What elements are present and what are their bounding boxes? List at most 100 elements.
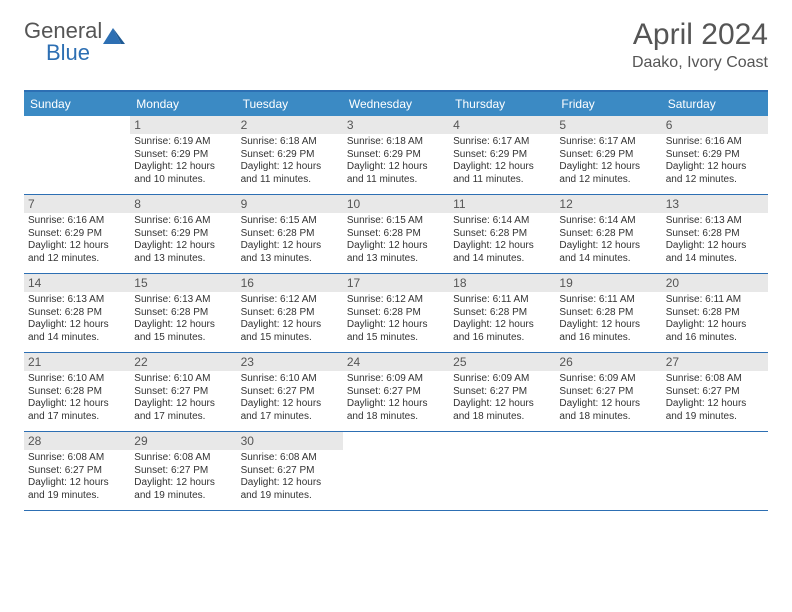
day-cell: 26Sunrise: 6:09 AMSunset: 6:27 PMDayligh… [555, 353, 661, 431]
daylight-text: Daylight: 12 hours and 17 minutes. [28, 398, 126, 423]
day-details: Sunrise: 6:15 AMSunset: 6:28 PMDaylight:… [343, 213, 449, 269]
day-cell [449, 432, 555, 510]
sunrise-text: Sunrise: 6:10 AM [241, 373, 339, 386]
day-number: 22 [130, 353, 236, 371]
sunset-text: Sunset: 6:29 PM [241, 149, 339, 162]
daylight-text: Daylight: 12 hours and 19 minutes. [241, 477, 339, 502]
logo-block: General Blue [24, 18, 125, 66]
daylight-text: Daylight: 12 hours and 18 minutes. [453, 398, 551, 423]
day-number: 8 [130, 195, 236, 213]
sunset-text: Sunset: 6:28 PM [347, 307, 445, 320]
week-row: 1Sunrise: 6:19 AMSunset: 6:29 PMDaylight… [24, 116, 768, 195]
day-number: 6 [662, 116, 768, 134]
day-details: Sunrise: 6:19 AMSunset: 6:29 PMDaylight:… [130, 134, 236, 190]
day-cell: 21Sunrise: 6:10 AMSunset: 6:28 PMDayligh… [24, 353, 130, 431]
day-cell [662, 432, 768, 510]
sunset-text: Sunset: 6:28 PM [28, 307, 126, 320]
daylight-text: Daylight: 12 hours and 13 minutes. [134, 240, 232, 265]
day-details: Sunrise: 6:13 AMSunset: 6:28 PMDaylight:… [24, 292, 130, 348]
day-number: 29 [130, 432, 236, 450]
day-cell: 23Sunrise: 6:10 AMSunset: 6:27 PMDayligh… [237, 353, 343, 431]
day-cell: 2Sunrise: 6:18 AMSunset: 6:29 PMDaylight… [237, 116, 343, 194]
sunrise-text: Sunrise: 6:13 AM [666, 215, 764, 228]
day-details: Sunrise: 6:08 AMSunset: 6:27 PMDaylight:… [237, 450, 343, 506]
daylight-text: Daylight: 12 hours and 14 minutes. [453, 240, 551, 265]
daylight-text: Daylight: 12 hours and 15 minutes. [347, 319, 445, 344]
sunrise-text: Sunrise: 6:16 AM [666, 136, 764, 149]
day-number: 15 [130, 274, 236, 292]
day-number: 9 [237, 195, 343, 213]
day-cell: 12Sunrise: 6:14 AMSunset: 6:28 PMDayligh… [555, 195, 661, 273]
sunset-text: Sunset: 6:29 PM [453, 149, 551, 162]
day-details: Sunrise: 6:18 AMSunset: 6:29 PMDaylight:… [237, 134, 343, 190]
sunset-text: Sunset: 6:27 PM [134, 465, 232, 478]
sunrise-text: Sunrise: 6:08 AM [241, 452, 339, 465]
sunset-text: Sunset: 6:28 PM [453, 228, 551, 241]
sunset-text: Sunset: 6:29 PM [134, 149, 232, 162]
day-details: Sunrise: 6:09 AMSunset: 6:27 PMDaylight:… [449, 371, 555, 427]
day-details: Sunrise: 6:08 AMSunset: 6:27 PMDaylight:… [24, 450, 130, 506]
day-number: 27 [662, 353, 768, 371]
day-cell: 30Sunrise: 6:08 AMSunset: 6:27 PMDayligh… [237, 432, 343, 510]
sunset-text: Sunset: 6:28 PM [241, 307, 339, 320]
sunrise-text: Sunrise: 6:09 AM [453, 373, 551, 386]
day-details: Sunrise: 6:10 AMSunset: 6:28 PMDaylight:… [24, 371, 130, 427]
day-cell: 7Sunrise: 6:16 AMSunset: 6:29 PMDaylight… [24, 195, 130, 273]
sunrise-text: Sunrise: 6:17 AM [453, 136, 551, 149]
day-cell: 9Sunrise: 6:15 AMSunset: 6:28 PMDaylight… [237, 195, 343, 273]
sunset-text: Sunset: 6:27 PM [28, 465, 126, 478]
day-number: 5 [555, 116, 661, 134]
daylight-text: Daylight: 12 hours and 13 minutes. [241, 240, 339, 265]
day-number: 3 [343, 116, 449, 134]
sunrise-text: Sunrise: 6:16 AM [134, 215, 232, 228]
day-number: 14 [24, 274, 130, 292]
day-header-cell: Monday [130, 92, 236, 116]
day-details: Sunrise: 6:09 AMSunset: 6:27 PMDaylight:… [555, 371, 661, 427]
daylight-text: Daylight: 12 hours and 19 minutes. [28, 477, 126, 502]
day-details: Sunrise: 6:12 AMSunset: 6:28 PMDaylight:… [343, 292, 449, 348]
day-number: 16 [237, 274, 343, 292]
day-header-cell: Saturday [662, 92, 768, 116]
day-details: Sunrise: 6:12 AMSunset: 6:28 PMDaylight:… [237, 292, 343, 348]
sunset-text: Sunset: 6:28 PM [666, 307, 764, 320]
sunset-text: Sunset: 6:28 PM [453, 307, 551, 320]
day-number: 26 [555, 353, 661, 371]
day-header-cell: Tuesday [237, 92, 343, 116]
day-header-cell: Wednesday [343, 92, 449, 116]
daylight-text: Daylight: 12 hours and 19 minutes. [134, 477, 232, 502]
day-details: Sunrise: 6:16 AMSunset: 6:29 PMDaylight:… [24, 213, 130, 269]
daylight-text: Daylight: 12 hours and 16 minutes. [559, 319, 657, 344]
day-number: 2 [237, 116, 343, 134]
day-cell: 3Sunrise: 6:18 AMSunset: 6:29 PMDaylight… [343, 116, 449, 194]
day-cell: 17Sunrise: 6:12 AMSunset: 6:28 PMDayligh… [343, 274, 449, 352]
day-cell: 10Sunrise: 6:15 AMSunset: 6:28 PMDayligh… [343, 195, 449, 273]
sunrise-text: Sunrise: 6:08 AM [134, 452, 232, 465]
day-number: 17 [343, 274, 449, 292]
sunrise-text: Sunrise: 6:11 AM [666, 294, 764, 307]
week-row: 14Sunrise: 6:13 AMSunset: 6:28 PMDayligh… [24, 274, 768, 353]
day-cell: 13Sunrise: 6:13 AMSunset: 6:28 PMDayligh… [662, 195, 768, 273]
sunrise-text: Sunrise: 6:15 AM [241, 215, 339, 228]
sunrise-text: Sunrise: 6:16 AM [28, 215, 126, 228]
sunrise-text: Sunrise: 6:14 AM [559, 215, 657, 228]
daylight-text: Daylight: 12 hours and 11 minutes. [347, 161, 445, 186]
day-details: Sunrise: 6:11 AMSunset: 6:28 PMDaylight:… [449, 292, 555, 348]
day-header-cell: Friday [555, 92, 661, 116]
sunrise-text: Sunrise: 6:08 AM [28, 452, 126, 465]
day-number: 10 [343, 195, 449, 213]
day-number: 13 [662, 195, 768, 213]
sunrise-text: Sunrise: 6:09 AM [347, 373, 445, 386]
daylight-text: Daylight: 12 hours and 11 minutes. [241, 161, 339, 186]
day-cell: 18Sunrise: 6:11 AMSunset: 6:28 PMDayligh… [449, 274, 555, 352]
sunrise-text: Sunrise: 6:09 AM [559, 373, 657, 386]
daylight-text: Daylight: 12 hours and 14 minutes. [559, 240, 657, 265]
day-cell: 8Sunrise: 6:16 AMSunset: 6:29 PMDaylight… [130, 195, 236, 273]
day-number: 7 [24, 195, 130, 213]
day-number: 21 [24, 353, 130, 371]
day-details: Sunrise: 6:14 AMSunset: 6:28 PMDaylight:… [449, 213, 555, 269]
sunset-text: Sunset: 6:29 PM [28, 228, 126, 241]
day-details: Sunrise: 6:10 AMSunset: 6:27 PMDaylight:… [237, 371, 343, 427]
day-number: 30 [237, 432, 343, 450]
day-cell: 5Sunrise: 6:17 AMSunset: 6:29 PMDaylight… [555, 116, 661, 194]
day-number: 18 [449, 274, 555, 292]
